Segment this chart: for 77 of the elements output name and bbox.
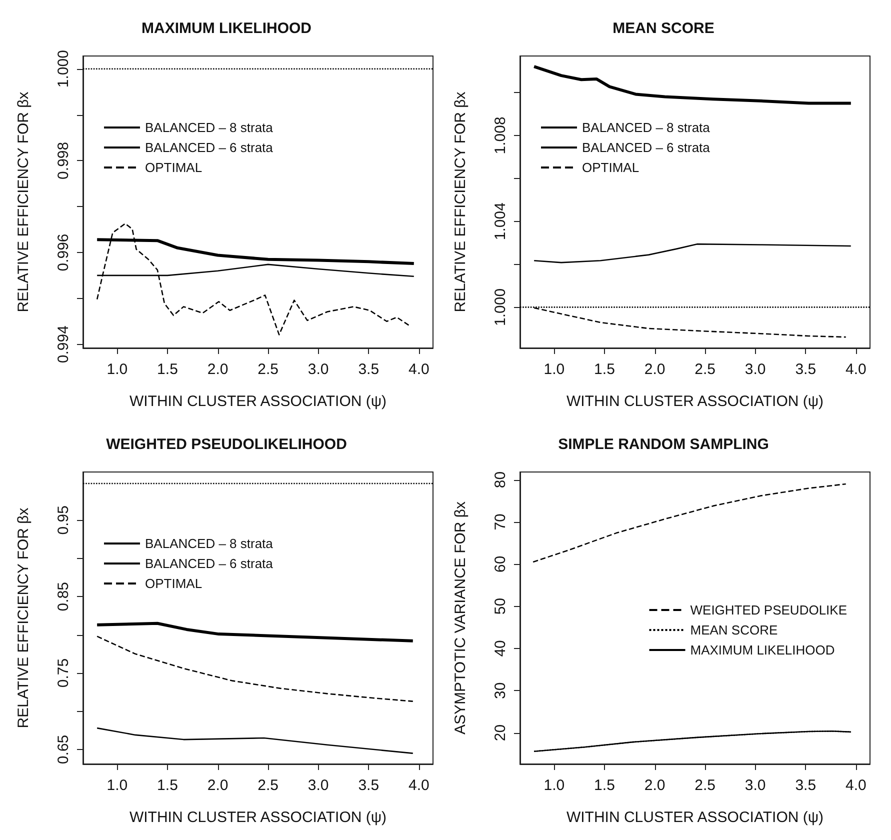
x-tick-label: 2.0 bbox=[207, 361, 228, 378]
legend-label: MEAN SCORE bbox=[690, 622, 778, 638]
line-series bbox=[96, 622, 414, 642]
x-tick-label: 4.0 bbox=[408, 361, 430, 378]
line-series bbox=[96, 727, 414, 754]
y-tick-label: 40 bbox=[492, 640, 509, 657]
x-tick-label: 2.5 bbox=[258, 361, 278, 378]
x-tick-label: 1.0 bbox=[106, 361, 128, 378]
x-tick-label: 2.0 bbox=[207, 777, 228, 794]
x-tick-label: 2.5 bbox=[258, 777, 278, 794]
x-axis-title: WITHIN CLUSTER ASSOCIATION (ψ) bbox=[129, 809, 387, 826]
x-tick-label: 3.0 bbox=[744, 777, 766, 794]
x-tick-label: 3.5 bbox=[795, 361, 816, 378]
x-axis-title: WITHIN CLUSTER ASSOCIATION (ψ) bbox=[129, 393, 387, 410]
y-tick-label: 30 bbox=[492, 682, 509, 699]
y-tick-label: 0.994 bbox=[55, 326, 72, 364]
x-tick-label: 4.0 bbox=[408, 777, 430, 794]
x-tick-label: 1.5 bbox=[157, 777, 178, 794]
x-tick-label: 4.0 bbox=[845, 361, 866, 378]
legend-label: MAXIMUM LIKELIHOOD bbox=[690, 642, 835, 658]
line-series bbox=[532, 483, 847, 563]
x-tick-label: 2.0 bbox=[644, 361, 666, 378]
legend-label: OPTIMAL bbox=[145, 576, 202, 591]
legend-label: OPTIMAL bbox=[145, 160, 202, 175]
x-tick-label: 1.5 bbox=[594, 777, 615, 794]
line-series bbox=[533, 243, 852, 264]
x-tick-label: 3.5 bbox=[795, 777, 816, 794]
y-tick-label: 70 bbox=[492, 514, 509, 530]
y-tick-label: 0.998 bbox=[55, 142, 72, 180]
x-tick-label: 1.0 bbox=[544, 777, 565, 794]
y-tick-label: 1.008 bbox=[492, 116, 509, 154]
x-tick-label: 3.0 bbox=[308, 777, 329, 794]
x-tick-label: 2.0 bbox=[644, 777, 666, 794]
legend-label: BALANCED – 6 strata bbox=[145, 556, 274, 571]
chart-title: MEAN SCORE bbox=[612, 20, 714, 37]
x-tick-label: 2.5 bbox=[694, 777, 716, 794]
y-tick-label: 1.004 bbox=[492, 202, 509, 240]
x-tick-label: 1.0 bbox=[544, 361, 565, 378]
y-tick-label: 20 bbox=[492, 724, 509, 742]
x-tick-label: 4.0 bbox=[845, 777, 866, 794]
x-tick-label: 3.0 bbox=[308, 361, 329, 378]
legend-label: OPTIMAL bbox=[582, 160, 640, 175]
x-axis-title: WITHIN CLUSTER ASSOCIATION (ψ) bbox=[566, 809, 824, 826]
y-tick-label: 1.000 bbox=[492, 288, 509, 326]
line-series bbox=[96, 636, 414, 702]
chart-title: MAXIMUM LIKELIHOOD bbox=[142, 20, 312, 37]
y-tick-label: 0.85 bbox=[55, 582, 72, 612]
y-axis-title: RELATIVE EFFICIENCY FOR βx bbox=[15, 507, 32, 728]
x-tick-label: 1.0 bbox=[106, 777, 128, 794]
legend-label: WEIGHTED PSEUDOLIKE bbox=[690, 602, 848, 618]
chart-title: WEIGHTED PSEUDOLIKELIHOOD bbox=[106, 436, 348, 453]
y-tick-label: 0.65 bbox=[55, 734, 72, 764]
y-tick-label: 80 bbox=[492, 471, 509, 488]
x-axis-title: WITHIN CLUSTER ASSOCIATION (ψ) bbox=[566, 393, 824, 410]
x-tick-label: 1.5 bbox=[157, 361, 178, 378]
legend-label: BALANCED – 6 strata bbox=[145, 140, 274, 155]
legend-label: BALANCED – 8 strata bbox=[145, 120, 274, 135]
x-tick-label: 2.5 bbox=[694, 361, 716, 378]
y-tick-label: 50 bbox=[492, 598, 509, 615]
legend-label: BALANCED – 6 strata bbox=[582, 140, 711, 155]
y-axis-title: RELATIVE EFFICIENCY FOR βx bbox=[15, 91, 32, 312]
x-tick-label: 3.5 bbox=[358, 361, 380, 378]
x-tick-label: 3.0 bbox=[744, 361, 766, 378]
legend-label: BALANCED – 8 strata bbox=[582, 120, 711, 135]
y-axis-title: ASYMPTOTIC VARIANCE FOR βx bbox=[452, 500, 469, 735]
chart-title: SIMPLE RANDOM SAMPLING bbox=[558, 436, 769, 453]
line-series bbox=[96, 222, 411, 336]
line-series bbox=[532, 65, 852, 105]
x-tick-label: 3.5 bbox=[358, 777, 380, 794]
y-tick-label: 60 bbox=[492, 556, 509, 572]
legend-label: BALANCED – 8 strata bbox=[145, 536, 274, 551]
y-tick-label: 1.000 bbox=[55, 50, 72, 88]
x-tick-label: 1.5 bbox=[594, 361, 615, 378]
y-tick-label: 0.996 bbox=[55, 234, 72, 272]
y-tick-label: 0.75 bbox=[55, 658, 72, 688]
y-tick-label: 0.95 bbox=[55, 506, 72, 535]
y-axis-title: RELATIVE EFFICIENCY FOR βx bbox=[452, 91, 469, 312]
